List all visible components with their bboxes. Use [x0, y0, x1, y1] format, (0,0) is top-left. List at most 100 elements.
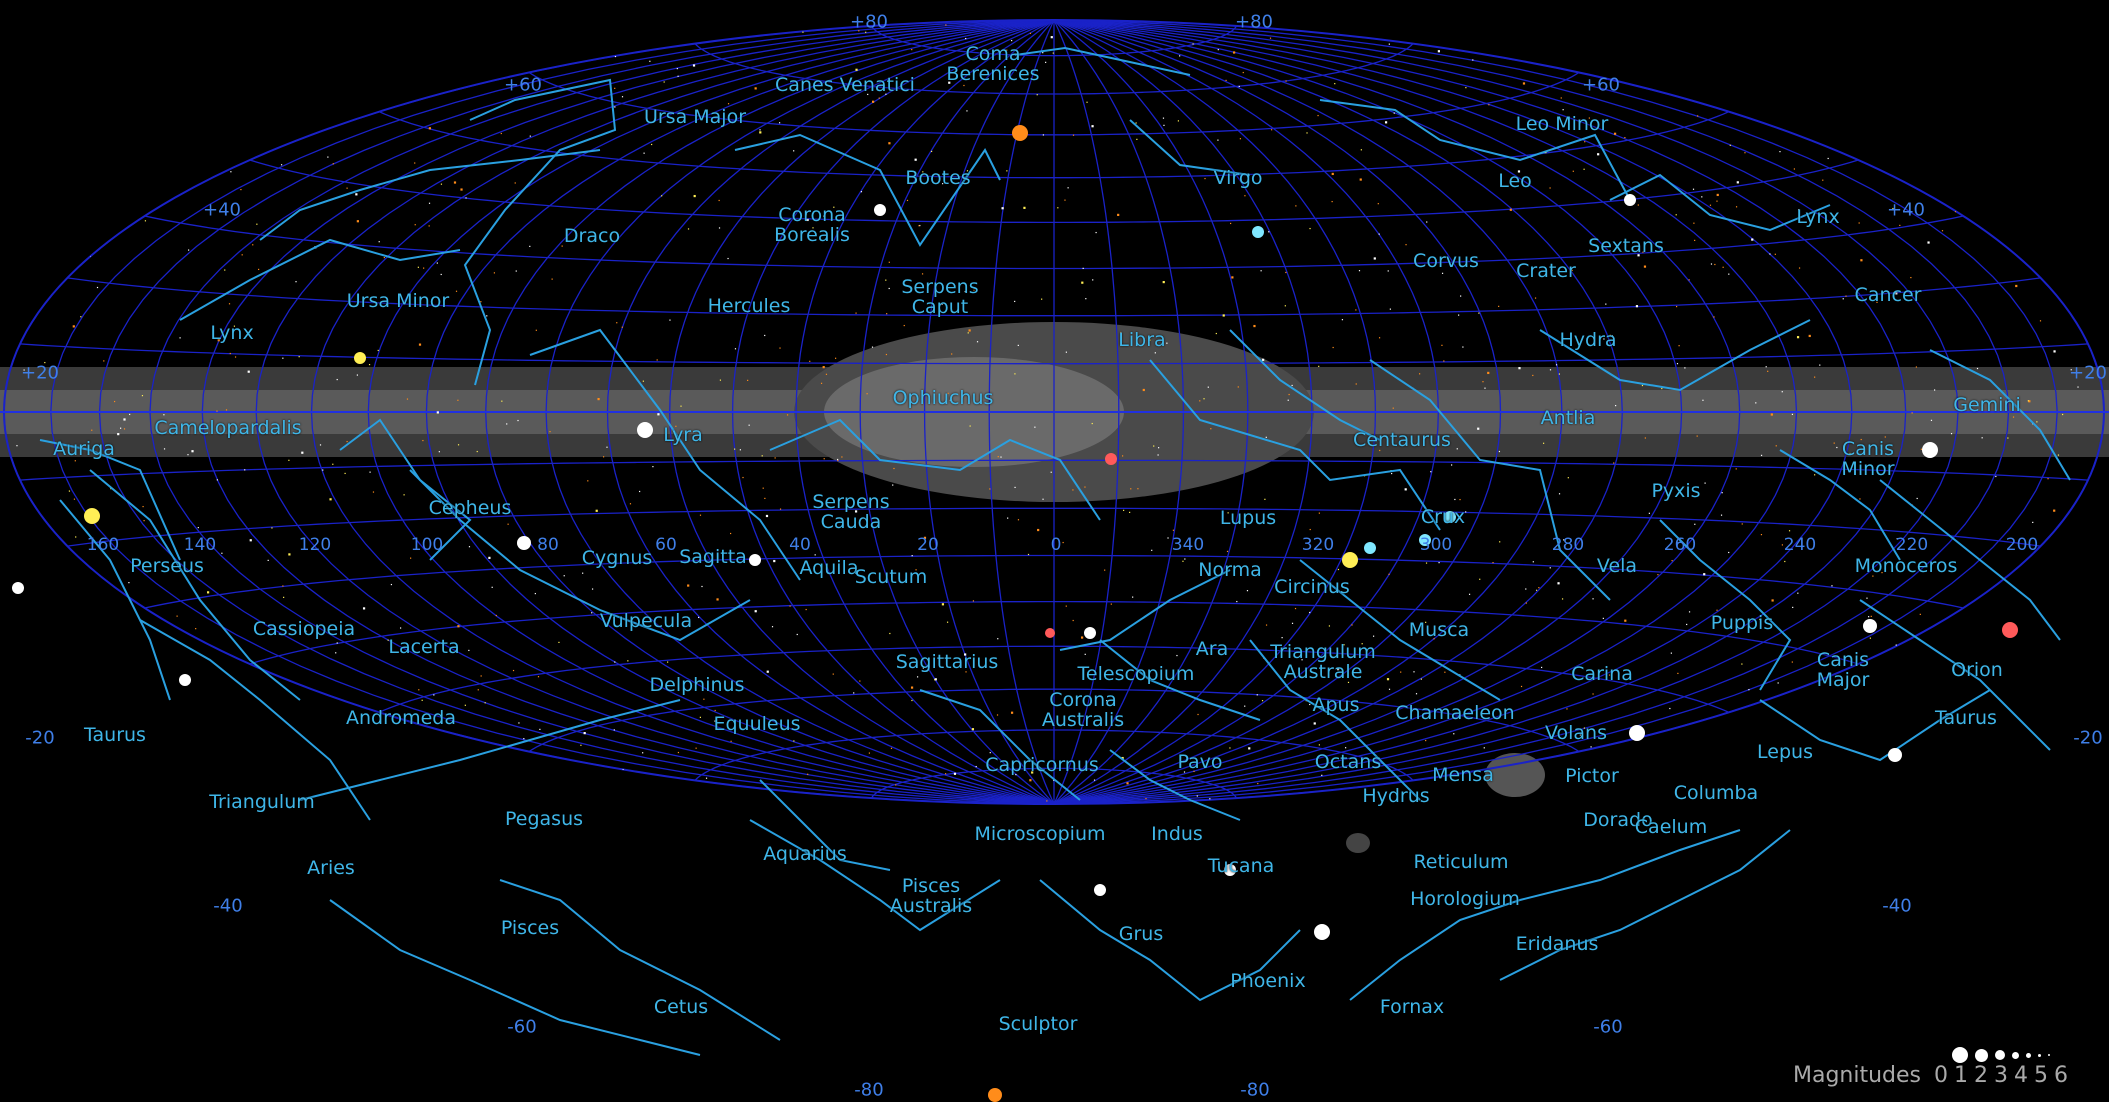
star	[377, 349, 379, 352]
star	[1120, 331, 1122, 334]
star	[823, 458, 825, 460]
star	[1321, 774, 1323, 776]
star	[1625, 1060, 1626, 1061]
star	[240, 131, 244, 134]
star	[1317, 114, 1319, 117]
star	[326, 58, 328, 60]
star	[1590, 746, 1592, 748]
star	[123, 418, 126, 421]
star	[579, 965, 581, 967]
star	[742, 476, 744, 479]
star	[569, 45, 571, 47]
star	[362, 607, 366, 610]
star	[305, 630, 307, 632]
star	[825, 984, 826, 985]
star	[1994, 877, 1995, 878]
star	[72, 325, 75, 328]
star	[369, 471, 371, 473]
star	[1309, 611, 1311, 614]
star	[606, 446, 608, 448]
star	[551, 32, 553, 35]
constellation-label: Musca	[1408, 619, 1470, 641]
star	[117, 433, 120, 436]
constellation-label: Hydra	[1559, 329, 1617, 351]
star	[1309, 227, 1311, 230]
longitude-label: 120	[298, 535, 332, 555]
star	[1834, 747, 1838, 750]
longitude-label: 0	[1050, 535, 1062, 555]
star	[596, 1011, 597, 1012]
star	[182, 119, 184, 121]
star	[1444, 671, 1446, 673]
star	[249, 539, 252, 542]
star	[399, 627, 402, 629]
star	[42, 639, 44, 641]
constellation-label: Tucana	[1207, 855, 1275, 877]
star	[1335, 903, 1337, 905]
star	[1397, 816, 1398, 817]
star	[1980, 966, 1982, 968]
constellation-figure	[1014, 46, 1191, 76]
star	[23, 369, 25, 371]
star	[1225, 79, 1227, 82]
star	[100, 676, 103, 679]
star	[183, 1051, 185, 1053]
star	[1716, 193, 1719, 197]
star	[252, 244, 254, 246]
star	[1537, 975, 1539, 977]
star	[1176, 654, 1178, 657]
star	[579, 965, 580, 966]
star	[1136, 1039, 1137, 1040]
star	[1155, 948, 1157, 950]
star	[2012, 416, 2015, 418]
star	[1203, 398, 1205, 400]
longitude-label: 60	[655, 535, 677, 555]
star	[1391, 472, 1393, 475]
star	[753, 1030, 754, 1031]
star	[257, 98, 259, 100]
star	[1766, 825, 1767, 826]
constellation-label: Aquarius	[763, 843, 847, 865]
longitude-label: 300	[1419, 535, 1453, 555]
star	[537, 798, 539, 800]
legend-dots	[1952, 1047, 2050, 1063]
constellation-label: Auriga	[53, 438, 115, 460]
star	[1347, 681, 1350, 684]
star	[110, 848, 111, 849]
star	[142, 833, 143, 834]
star	[855, 68, 858, 71]
constellation-label: Sculptor	[998, 1013, 1078, 1035]
star	[2073, 1035, 2074, 1036]
star	[397, 1068, 398, 1069]
star	[1642, 251, 1644, 253]
constellation-figure	[1129, 119, 1251, 176]
constellation-label: Taurus	[1935, 707, 1997, 729]
star	[464, 704, 466, 706]
star	[1177, 120, 1180, 122]
star	[1182, 876, 1183, 877]
star	[1052, 52, 1054, 54]
star	[1482, 381, 1484, 383]
star	[859, 680, 861, 682]
star	[911, 555, 913, 557]
star	[975, 765, 977, 768]
constellation-figure	[1149, 359, 1441, 531]
latitude-label: -20	[2073, 727, 2103, 749]
star	[1291, 622, 1294, 624]
star	[1896, 538, 1898, 540]
star	[1863, 949, 1865, 951]
star	[916, 676, 919, 678]
star	[141, 395, 144, 397]
star	[1588, 117, 1590, 119]
star	[1209, 798, 1211, 800]
star	[561, 245, 563, 247]
star	[1433, 638, 1435, 640]
star	[1605, 303, 1607, 305]
star	[220, 1024, 221, 1025]
star	[648, 558, 650, 560]
star	[52, 42, 54, 44]
constellation-label: Cygnus	[581, 547, 653, 569]
star	[1549, 55, 1551, 57]
star	[914, 158, 917, 161]
legend-value: 1	[1954, 1063, 1968, 1088]
